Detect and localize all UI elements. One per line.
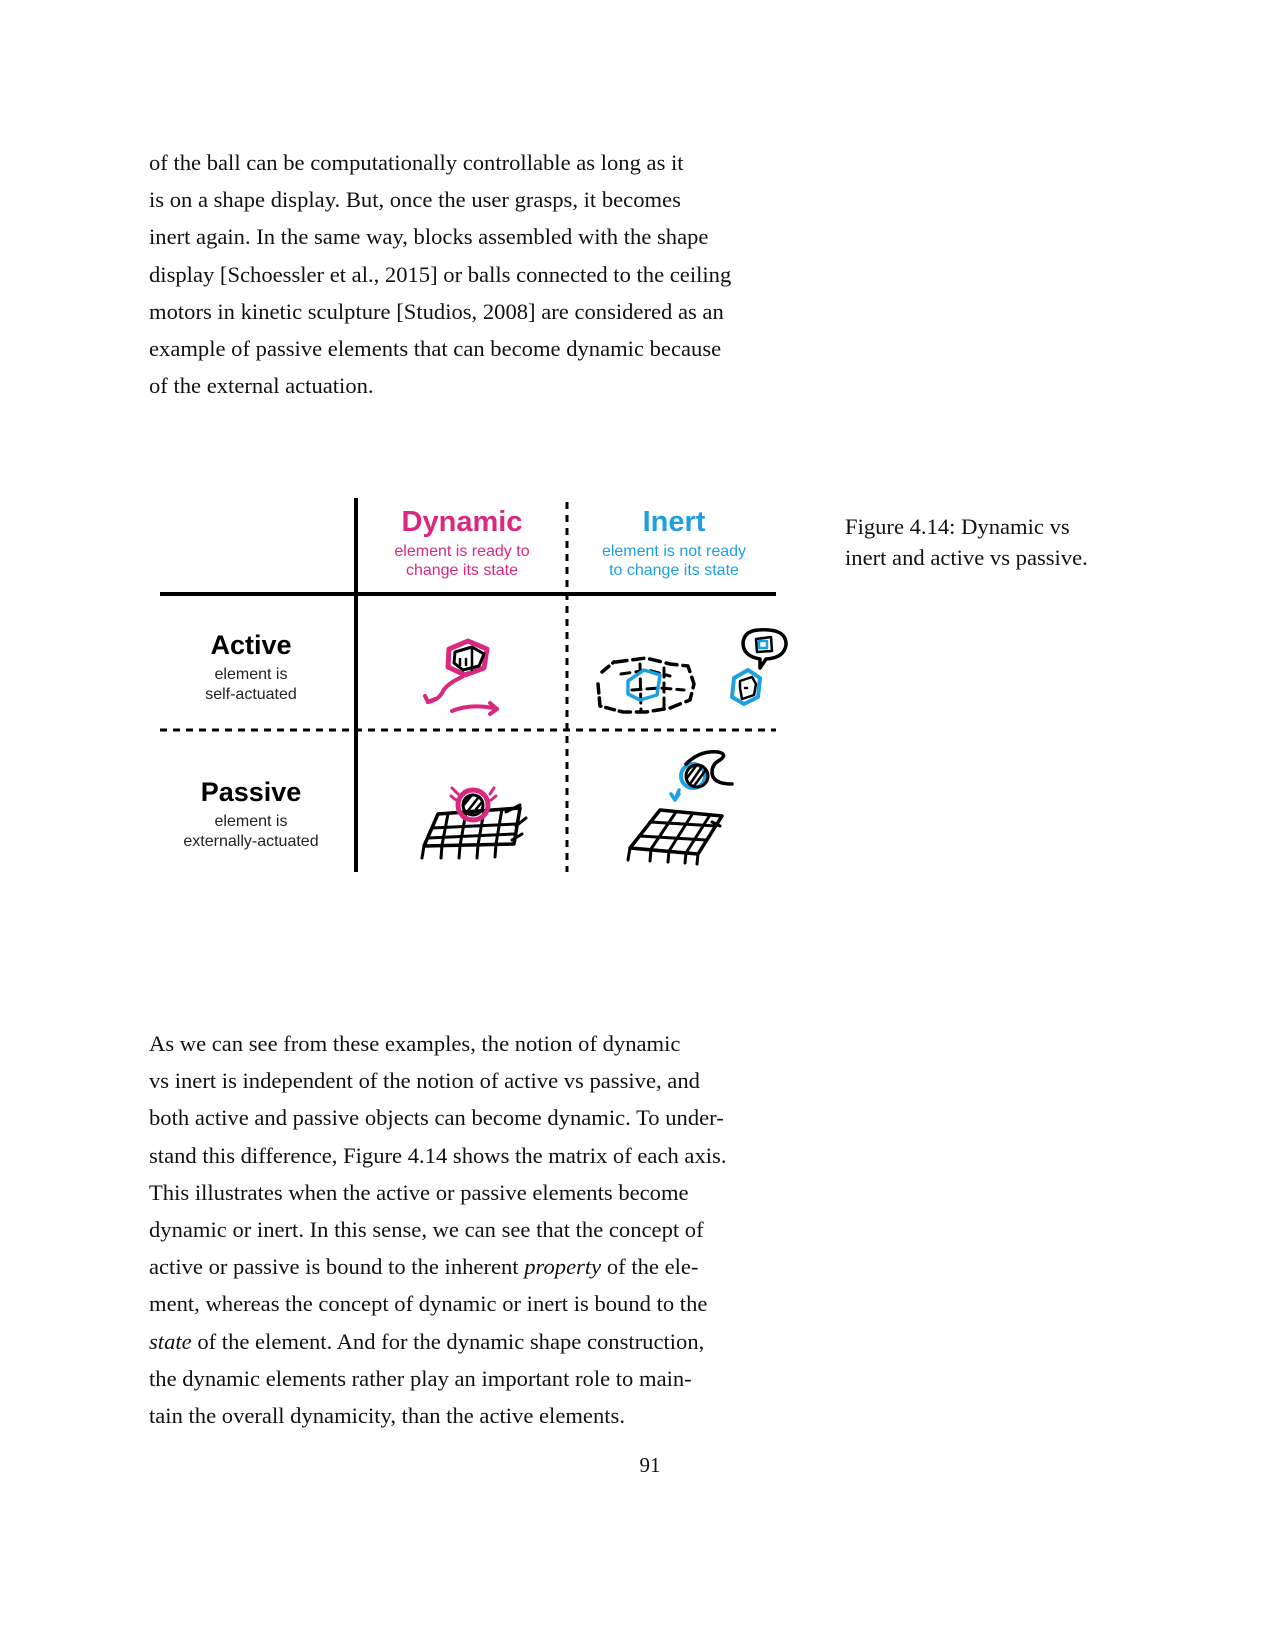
column-subtitle-inert: element is not ready (602, 543, 746, 560)
row-title-active: Active (210, 630, 291, 660)
text-line: inert again. In the same way, blocks ass… (149, 224, 709, 250)
text-line: state of the element. And for the dynami… (149, 1323, 794, 1360)
column-subtitle-dynamic: change its state (406, 562, 518, 579)
text-line: is on a shape display. But, once the use… (149, 187, 681, 213)
text-line: of the ball can be computationally contr… (149, 150, 684, 175)
body-paragraph-top: of the ball can be computationally contr… (149, 144, 794, 404)
text-line: tain the overall dynamicity, than the ac… (149, 1403, 625, 1429)
row-subtitle-active: self-actuated (205, 686, 297, 703)
passive-inert-grasp-sketch (626, 750, 734, 866)
column-subtitle-inert: to change its state (609, 562, 739, 579)
caption-line: inert and active vs passive. (845, 545, 1088, 570)
column-title-inert: Inert (643, 506, 706, 538)
row-title-passive: Passive (201, 777, 302, 807)
emphasis-state: state (149, 1328, 192, 1354)
body-paragraph-bottom: As we can see from these examples, the n… (149, 1025, 794, 1434)
text-line: As we can see from these examples, the n… (149, 1031, 681, 1056)
text-line: stand this difference, Figure 4.14 shows… (149, 1142, 727, 1168)
column-title-dynamic: Dynamic (402, 506, 523, 538)
caption-line: Figure 4.14: Dynamic vs (845, 514, 1070, 539)
text-line: example of passive elements that can bec… (149, 336, 722, 362)
passive-dynamic-ball-sketch (420, 786, 528, 860)
text-run: of the element. And for the dynamic shap… (191, 1328, 705, 1354)
page-number: 91 (639, 1453, 661, 1477)
emphasis-property: property (524, 1254, 602, 1280)
text-line: the dynamic elements rather play an impo… (149, 1365, 692, 1391)
text-line: This illustrates when the active or pass… (149, 1179, 689, 1205)
text-line: active or passive is bound to the inhere… (149, 1248, 794, 1285)
text-line: display [Schoessler et al., 2015] or bal… (149, 261, 732, 287)
active-dynamic-cube-sketch (423, 638, 499, 716)
text-line: both active and passive objects can beco… (149, 1105, 724, 1131)
text-line: motors in kinetic sculpture [Studios, 20… (149, 298, 724, 324)
text-run: active or passive is bound to the inhere… (149, 1254, 525, 1280)
row-subtitle-passive: element is (215, 813, 288, 830)
row-subtitle-active: element is (215, 666, 288, 683)
column-subtitle-dynamic: element is ready to (394, 543, 529, 560)
text-line: vs inert is independent of the notion of… (149, 1068, 700, 1094)
text-line: ment, whereas the concept of dynamic or … (149, 1291, 708, 1317)
text-line: dynamic or inert. In this sense, we can … (149, 1217, 704, 1243)
figure-caption: Figure 4.14: Dynamic vs inert and active… (845, 511, 1145, 573)
row-subtitle-passive: externally-actuated (183, 833, 318, 850)
active-inert-blocks-sketch (596, 628, 788, 714)
text-run: of the ele- (601, 1254, 699, 1280)
text-line: of the external actuation. (149, 373, 374, 399)
